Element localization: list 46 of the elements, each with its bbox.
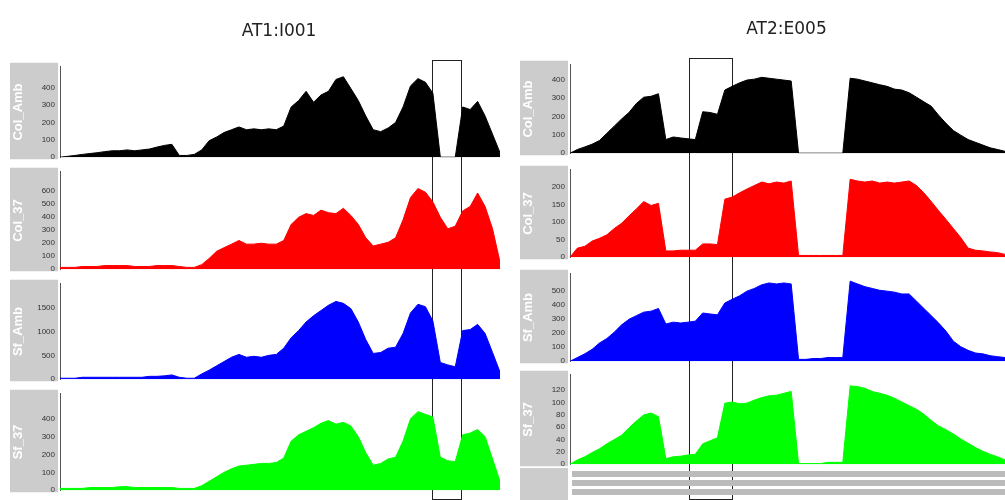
y-tick-label: 300: [41, 100, 56, 110]
y-tick-label: 500: [41, 199, 56, 209]
y-tick-label: 200: [41, 117, 56, 127]
y-tick-label: 0: [50, 374, 56, 384]
y-tick-label: 200: [551, 182, 566, 192]
y-tick-label: 60: [556, 422, 566, 432]
y-tick-label: 0: [50, 485, 56, 495]
y-tick-label: 150: [551, 199, 566, 209]
y-tick-label: 300: [41, 225, 56, 235]
chart-title: AT1:I001: [240, 20, 318, 40]
y-tick-label: 0: [560, 148, 566, 158]
chart-title: AT2:E005: [745, 18, 828, 38]
y-tick-label: 20: [556, 447, 566, 457]
y-tick-label: 300: [551, 93, 566, 103]
y-tick-label: 80: [556, 410, 566, 420]
y-tick-label: 50: [556, 234, 566, 244]
y-tick-label: 400: [551, 74, 566, 84]
y-tick-label: 200: [551, 328, 566, 338]
y-tick-label: 1500: [37, 302, 56, 312]
y-tick-label: 600: [41, 186, 56, 196]
y-tick-label: 100: [551, 129, 566, 139]
y-tick-label: 400: [41, 414, 56, 423]
y-tick-label: 0: [50, 264, 56, 274]
y-tick-label: 0: [560, 252, 566, 262]
y-tick-label: 100: [551, 397, 566, 407]
y-tick-label: 100: [41, 467, 56, 477]
y-tick-label: 300: [41, 431, 56, 441]
y-tick-label: 100: [551, 342, 566, 352]
y-tick-label: 40: [556, 434, 566, 444]
y-tick-label: 500: [41, 350, 56, 360]
y-tick-label: 120: [551, 385, 566, 395]
y-tick-label: 100: [41, 251, 56, 261]
y-tick-label: 0: [560, 459, 566, 469]
y-tick-label: 1000: [37, 326, 56, 336]
y-tick-label: 200: [41, 449, 56, 459]
y-tick-label: 200: [551, 111, 566, 121]
y-tick-label: 300: [551, 314, 566, 324]
y-tick-label: 100: [41, 135, 56, 145]
y-tick-label: 500: [551, 285, 566, 295]
y-tick-label: 400: [551, 300, 566, 310]
y-tick-label: 400: [41, 82, 56, 92]
y-tick-label: 0: [50, 152, 56, 162]
y-tick-label: 400: [41, 212, 56, 222]
y-tick-label: 0: [560, 356, 566, 366]
y-tick-label: 200: [41, 238, 56, 248]
y-tick-label: 100: [551, 217, 566, 227]
